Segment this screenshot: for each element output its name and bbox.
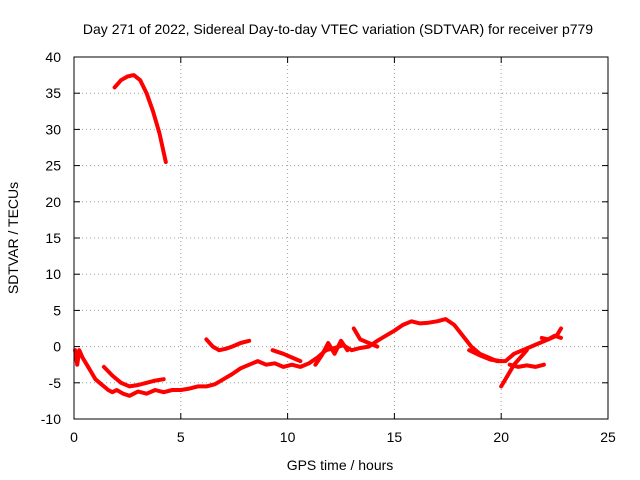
- x-tick-label: 15: [387, 429, 403, 445]
- y-tick-label: 5: [53, 302, 61, 318]
- y-axis-label: SDTVAR / TECUs: [5, 182, 21, 294]
- y-tick-label: 0: [53, 339, 61, 355]
- y-tick-label: 10: [45, 266, 61, 282]
- series-line-segment-4: [204, 337, 252, 353]
- y-tick-label: 15: [45, 230, 61, 246]
- y-tick-label: 35: [45, 85, 61, 101]
- x-tick-label: 20: [493, 429, 509, 445]
- y-tick-label: 40: [45, 49, 61, 65]
- series-line-segment-10: [507, 362, 546, 369]
- x-tick-label: 10: [280, 429, 296, 445]
- x-tick-label: 5: [177, 429, 185, 445]
- x-tick-label: 0: [70, 429, 78, 445]
- series-line-segment-2: [73, 317, 563, 398]
- data-series: [73, 73, 563, 398]
- y-tick-label: -10: [41, 411, 61, 427]
- series-line-segment-1: [112, 73, 168, 164]
- chart-title: Day 271 of 2022, Sidereal Day-to-day VTE…: [83, 21, 593, 37]
- series-line-segment-7: [351, 326, 380, 349]
- grid: [74, 57, 608, 419]
- axis-ticks: 0 5 10 15 20 25 -10 -5 0 5 10 15 20 25 30 35 40: [41, 49, 616, 445]
- y-tick-label: -5: [49, 375, 62, 391]
- series-line-segment-5: [270, 348, 303, 364]
- series-line-segment-11: [539, 333, 563, 342]
- x-axis-label: GPS time / hours: [287, 457, 394, 473]
- series-line-segment-3: [101, 364, 166, 389]
- y-tick-label: 30: [45, 121, 61, 137]
- y-tick-label: 25: [45, 158, 61, 174]
- x-tick-label: 25: [600, 429, 616, 445]
- series-line-segment-8: [467, 348, 504, 364]
- y-tick-label: 20: [45, 194, 61, 210]
- series-line-segment-6: [313, 338, 350, 367]
